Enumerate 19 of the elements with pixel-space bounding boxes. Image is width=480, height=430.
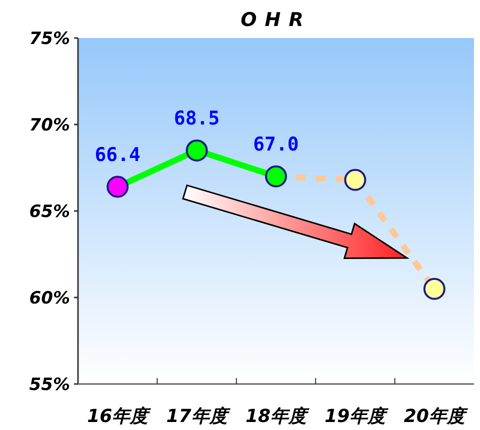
y-tick-label: 70% [29,116,70,136]
y-tick-label: 60% [29,288,70,308]
x-tick-label: 16年度 [87,406,152,427]
data-label: 67.0 [253,133,299,156]
data-label: 66.4 [94,144,140,166]
x-tick-label: 19年度 [324,406,389,427]
chart-title: OHR [240,9,312,31]
x-tick-label: 20年度 [404,406,468,427]
y-tick-label: 75% [29,29,70,49]
y-tick-label: 55% [29,375,70,395]
point [344,168,366,191]
x-tick-label: 17年度 [166,406,230,427]
y-tick-label: 65% [29,202,70,222]
point [423,278,446,300]
x-tick-label: 18年度 [245,406,310,427]
point [186,139,208,162]
data-label: 68.5 [174,107,220,130]
point [265,165,287,188]
point [106,176,129,198]
